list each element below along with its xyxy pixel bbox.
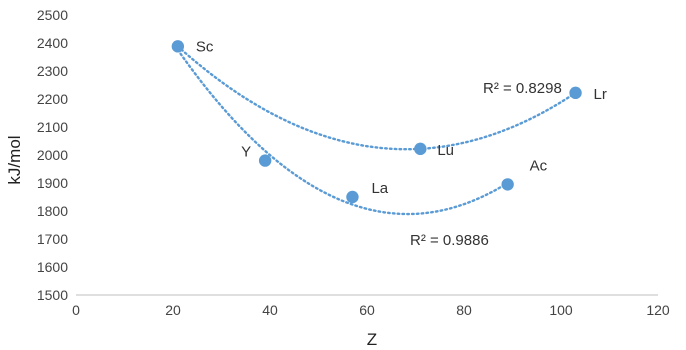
y-axis-ticks: 1500 1600 1700 1800 1900 2000 2100 2200 2300 2400… <box>37 7 68 303</box>
x-tick-label: 120 <box>646 302 670 318</box>
trendline-2 <box>176 48 509 216</box>
point-labels: Sc Y La Lu Ac Lr <box>196 38 607 197</box>
y-tick-label: 1700 <box>37 231 68 247</box>
y-tick-label: 1800 <box>37 203 68 219</box>
x-tick-label: 0 <box>72 302 80 318</box>
point-label-sc: Sc <box>196 38 214 55</box>
y-tick-label: 1600 <box>37 259 68 275</box>
y-axis-label: kJ/mol <box>5 135 24 184</box>
y-tick-label: 1900 <box>37 175 68 191</box>
data-point-la <box>346 190 359 204</box>
point-label-ac: Ac <box>530 157 548 174</box>
x-tick-label: 60 <box>359 302 375 318</box>
y-tick-label: 2300 <box>37 63 68 79</box>
y-tick-label: 2100 <box>37 119 68 135</box>
x-axis-label: Z <box>367 330 377 349</box>
y-tick-label: 2200 <box>37 91 68 107</box>
point-label-lu: Lu <box>437 142 454 159</box>
y-tick-label: 2500 <box>37 7 68 23</box>
point-label-la: La <box>371 180 388 197</box>
point-label-y: Y <box>241 144 251 161</box>
x-axis-ticks: 0 20 40 60 80 100 120 <box>72 302 670 318</box>
x-tick-label: 100 <box>549 302 573 318</box>
x-tick-label: 40 <box>262 302 278 318</box>
trendline-2-r2-label: R² = 0.9886 <box>410 232 489 249</box>
y-tick-label: 2000 <box>37 147 68 163</box>
trendlines <box>176 45 577 216</box>
trendline-1-r2-label: R² = 0.8298 <box>483 80 562 97</box>
data-point-ac <box>501 178 514 191</box>
data-point-y <box>258 154 272 167</box>
data-points <box>171 40 582 204</box>
y-tick-label: 2400 <box>37 35 68 51</box>
trendline-1 <box>176 45 577 151</box>
data-point-sc <box>171 40 185 53</box>
data-point-lu <box>414 142 427 156</box>
x-tick-label: 80 <box>456 302 472 318</box>
data-point-lr <box>569 86 582 100</box>
x-tick-label: 20 <box>165 302 181 318</box>
y-tick-label: 1500 <box>37 287 68 303</box>
point-label-lr: Lr <box>594 86 607 103</box>
